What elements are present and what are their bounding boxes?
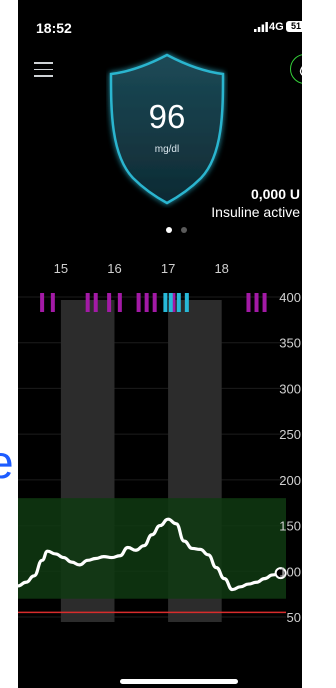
bolus-mark-1 — [50, 293, 55, 312]
bolus-mark-4 — [107, 293, 112, 312]
basal-mark-1 — [168, 293, 173, 312]
x-tick-label: 17 — [161, 261, 175, 276]
y-tick-label: 50 — [287, 610, 301, 625]
y-tick-label: 100 — [279, 564, 301, 579]
drop-button[interactable] — [290, 54, 302, 84]
glucose-unit: mg/dl — [154, 144, 180, 155]
y-tick-label: 400 — [279, 290, 301, 305]
y-tick-label: 350 — [279, 336, 301, 351]
glucose-curve — [18, 517, 283, 592]
bolus-mark-11 — [254, 293, 259, 312]
menu-icon[interactable] — [34, 62, 53, 78]
bolus-mark-0 — [40, 293, 45, 312]
target-range-band — [18, 498, 286, 599]
glucose-value: 96 — [148, 98, 186, 135]
x-tick-label: 16 — [107, 261, 121, 276]
signal-icon — [254, 22, 268, 32]
insulin-label: Insuline active — [211, 204, 300, 220]
basal-mark-3 — [184, 293, 189, 312]
edge-letter-fragment: e — [0, 436, 14, 488]
page-dot[interactable] — [181, 227, 187, 233]
y-tick-label: 300 — [279, 381, 301, 396]
battery-icon: 51 — [286, 21, 302, 32]
drop-icon — [299, 66, 302, 76]
current-reading-point — [274, 567, 287, 580]
basal-mark-2 — [176, 293, 181, 312]
bolus-mark-8 — [152, 293, 157, 312]
bolus-mark-6 — [136, 293, 141, 312]
y-tick-label: 200 — [279, 473, 301, 488]
home-indicator[interactable] — [120, 679, 238, 684]
y-tick-label: 150 — [279, 519, 301, 534]
bolus-mark-12 — [262, 293, 267, 312]
glucose-shield — [109, 53, 225, 205]
network-type: 4G — [269, 21, 284, 33]
page-dot-active[interactable] — [166, 227, 172, 233]
phone-screen: 18:52 4G 51 96 mg/dl 0,000 U Insuline ac… — [18, 0, 302, 688]
basal-mark-0 — [163, 293, 168, 312]
bolus-mark-7 — [144, 293, 149, 312]
bolus-mark-10 — [246, 293, 251, 312]
glucose-chart[interactable]: 15 16 17 18 400 350 300 250 200 150 100 50 — [18, 255, 302, 635]
bolus-mark-3 — [93, 293, 98, 312]
x-tick-label: 15 — [54, 261, 68, 276]
bolus-mark-9 — [171, 293, 176, 312]
bolus-mark-5 — [117, 293, 122, 312]
status-time: 18:52 — [36, 20, 72, 36]
insulin-amount: 0,000 U — [250, 186, 300, 202]
y-tick-label: 250 — [279, 427, 301, 442]
bolus-mark-2 — [85, 293, 90, 312]
x-tick-label: 18 — [214, 261, 228, 276]
